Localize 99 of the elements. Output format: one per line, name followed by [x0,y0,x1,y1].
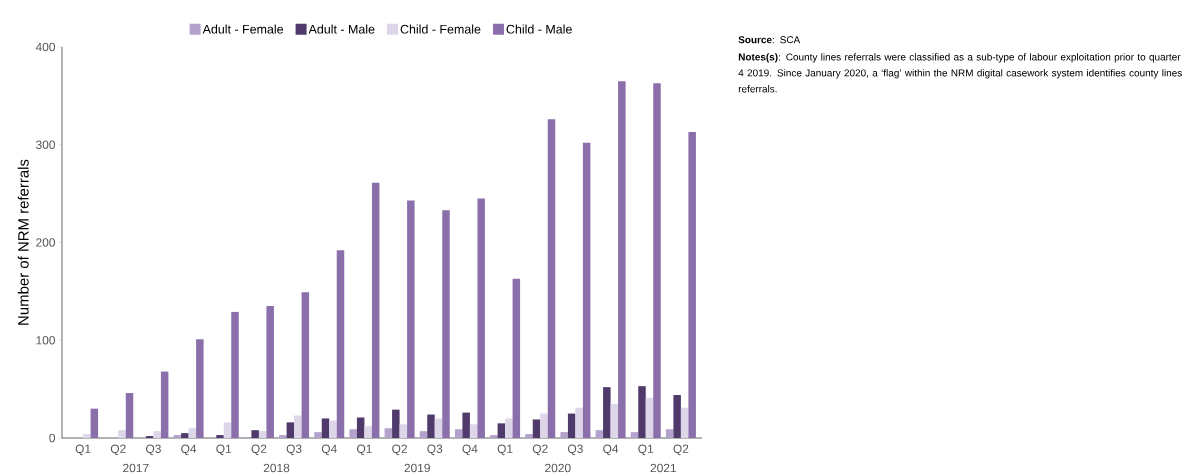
bar [301,292,310,438]
bar [419,431,428,438]
x-tick-label: Q2 [392,444,407,456]
bar [279,435,287,438]
x-tick-label: Q2 [673,444,689,456]
bar [90,408,99,438]
bar [512,278,521,438]
x-tick-label: Q1 [216,444,232,456]
bar [653,83,661,438]
bar [286,422,295,438]
bar [618,81,626,438]
bar [638,386,646,438]
bar [645,397,654,438]
x-tick-label: Q4 [462,444,478,456]
x-tick-label: Q2 [532,444,548,456]
y-tick-label: 400 [35,42,56,52]
bar [118,430,126,438]
bar [231,311,239,438]
text: 2020 [545,463,571,473]
bar [603,387,611,438]
bar [258,431,267,438]
bar [314,432,322,438]
x-tick-label: Q1 [75,444,91,456]
bar [125,393,134,438]
bar [497,423,506,438]
bar [575,407,583,438]
bar [505,418,513,438]
bar [688,132,696,438]
bar [173,435,182,438]
x-tick-label: Q3 [568,444,583,456]
bar [160,371,169,438]
legend-label: Child - Male [506,24,572,34]
text: 2021 [650,463,677,473]
bar [525,434,533,438]
bar [251,430,259,438]
bar [266,306,274,438]
x-tick-label: Q4 [181,444,197,456]
y-tick-label: 100 [36,336,56,345]
legend-label: Child - Female [400,24,481,34]
bar [610,403,619,438]
bar [407,200,415,438]
bar [477,198,485,438]
y-tick-label: 0 [49,433,56,443]
bar [392,409,400,438]
bar [462,412,470,438]
bar [223,422,232,438]
bar [384,428,393,438]
text: Notes(s): County lines referrals were classified as a sub-type of labour exploitation prior to quarter 4 2019. Since January 2020, a ‘flag’ within the NRM digital casework system identifies county lines referrals. [738,53,1182,93]
bar [294,415,302,438]
bar [595,430,604,438]
x-tick-label: Q4 [321,444,337,456]
legend-label: Adult - Female [202,24,284,34]
x-tick-label: Q2 [251,444,267,456]
x-tick-label: Q1 [497,444,513,456]
bar [329,420,337,438]
text: 2018 [263,463,290,473]
bar [582,142,591,438]
bar [188,428,197,438]
y-axis-title: Number of NRM referrals [17,159,29,325]
bar [399,424,408,438]
bar [673,394,681,438]
x-tick-label: Q1 [638,444,654,456]
bar [630,432,639,438]
legend-label: Adult - Male [308,24,375,34]
bar [560,432,568,438]
bar [336,250,345,438]
bar [349,429,357,438]
bar [216,435,224,438]
text: 2019 [404,463,430,473]
bar [532,419,541,438]
bar [567,413,576,438]
y-tick-label: 200 [36,238,56,247]
bar [371,182,380,438]
bar [196,339,204,438]
bar [547,119,556,438]
x-tick-label: Q2 [110,444,126,456]
bar [83,434,91,438]
bar [665,429,674,438]
bar [321,418,330,438]
bar [153,431,161,438]
text: 2017 [123,463,149,473]
bar [434,418,443,438]
bar [490,435,498,438]
x-tick-label: Q3 [286,444,302,456]
x-tick-label: Q4 [603,444,619,456]
x-tick-label: Q3 [427,444,443,456]
bar [442,210,450,438]
bar [469,424,478,438]
bar [181,433,189,438]
bar [356,417,365,438]
bar [680,407,689,438]
bar [427,414,435,438]
text: Source: SCA [738,36,801,44]
bar [364,426,372,438]
x-tick-label: Q1 [357,444,372,456]
bar [454,429,463,438]
x-tick-label: Q3 [146,444,161,456]
y-tick-label: 300 [35,140,56,149]
bar [540,413,548,438]
